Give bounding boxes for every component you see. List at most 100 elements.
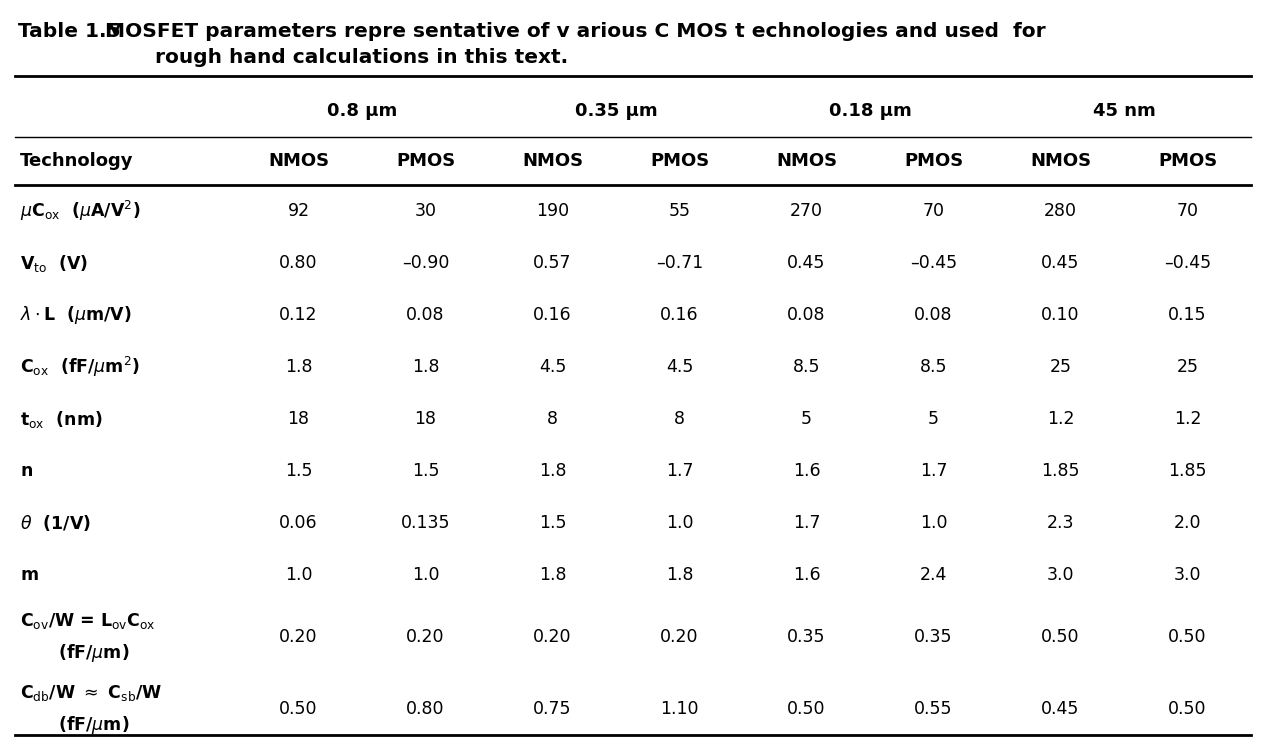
Text: C$_{\sf ov}$/W = L$_{\sf ov}$C$_{\sf ox}$: C$_{\sf ov}$/W = L$_{\sf ov}$C$_{\sf ox}… <box>20 611 156 631</box>
Text: $\mu$C$_{\sf ox}$  ($\mu$A/V$^2$): $\mu$C$_{\sf ox}$ ($\mu$A/V$^2$) <box>20 199 141 223</box>
Text: 0.35: 0.35 <box>787 628 825 646</box>
Text: 0.06: 0.06 <box>280 514 318 532</box>
Text: 0.45: 0.45 <box>1042 700 1080 718</box>
Text: 1.85: 1.85 <box>1169 462 1206 480</box>
Text: PMOS: PMOS <box>396 152 454 170</box>
Text: 18: 18 <box>414 410 437 428</box>
Text: 0.35: 0.35 <box>914 628 953 646</box>
Text: 0.15: 0.15 <box>1169 306 1206 324</box>
Text: 1.7: 1.7 <box>666 462 694 480</box>
Text: NMOS: NMOS <box>268 152 329 170</box>
Text: 0.135: 0.135 <box>401 514 451 532</box>
Text: 0.50: 0.50 <box>280 700 318 718</box>
Text: 0.50: 0.50 <box>1041 628 1080 646</box>
Text: n: n <box>20 462 33 480</box>
Text: 0.20: 0.20 <box>406 628 444 646</box>
Text: 0.57: 0.57 <box>533 254 572 272</box>
Text: 3.0: 3.0 <box>1047 566 1075 584</box>
Text: 1.0: 1.0 <box>411 566 439 584</box>
Text: 270: 270 <box>790 202 823 220</box>
Text: 0.16: 0.16 <box>660 306 699 324</box>
Text: 55: 55 <box>668 202 690 220</box>
Text: 280: 280 <box>1044 202 1077 220</box>
Text: Technology: Technology <box>20 152 133 170</box>
Text: 0.18 μm: 0.18 μm <box>829 102 912 120</box>
Text: $\lambda\cdot$L  ($\mu$m/V): $\lambda\cdot$L ($\mu$m/V) <box>20 304 132 326</box>
Text: (fF/$\mu$m): (fF/$\mu$m) <box>41 642 129 664</box>
Text: 4.5: 4.5 <box>666 358 694 376</box>
Text: 0.16: 0.16 <box>533 306 572 324</box>
Text: Table 1.5: Table 1.5 <box>18 22 120 41</box>
Text: 0.75: 0.75 <box>533 700 572 718</box>
Text: 8.5: 8.5 <box>920 358 947 376</box>
Text: 5: 5 <box>928 410 939 428</box>
Text: 70: 70 <box>923 202 944 220</box>
Text: 0.45: 0.45 <box>1042 254 1080 272</box>
Text: 1.6: 1.6 <box>793 566 820 584</box>
Text: 0.80: 0.80 <box>280 254 318 272</box>
Text: 0.80: 0.80 <box>406 700 444 718</box>
Text: 8: 8 <box>547 410 558 428</box>
Text: m: m <box>20 566 38 584</box>
Text: 1.2: 1.2 <box>1047 410 1075 428</box>
Text: 1.0: 1.0 <box>285 566 313 584</box>
Text: PMOS: PMOS <box>1158 152 1217 170</box>
Text: rough hand calculations in this text.: rough hand calculations in this text. <box>154 48 568 67</box>
Text: PMOS: PMOS <box>904 152 963 170</box>
Text: 1.10: 1.10 <box>661 700 699 718</box>
Text: NMOS: NMOS <box>776 152 837 170</box>
Text: –0.90: –0.90 <box>401 254 449 272</box>
Text: 190: 190 <box>536 202 568 220</box>
Text: 2.3: 2.3 <box>1047 514 1075 532</box>
Text: $\theta$  (1/V): $\theta$ (1/V) <box>20 513 91 533</box>
Text: 0.20: 0.20 <box>533 628 572 646</box>
Text: V$_{\sf to}$  (V): V$_{\sf to}$ (V) <box>20 253 89 273</box>
Text: 1.5: 1.5 <box>285 462 313 480</box>
Text: C$_{\sf ox}$  (fF/$\mu$m$^2$): C$_{\sf ox}$ (fF/$\mu$m$^2$) <box>20 355 139 379</box>
Text: PMOS: PMOS <box>649 152 709 170</box>
Text: 30: 30 <box>414 202 437 220</box>
Text: 1.2: 1.2 <box>1174 410 1201 428</box>
Text: 1.5: 1.5 <box>539 514 566 532</box>
Text: 1.7: 1.7 <box>793 514 820 532</box>
Text: 0.50: 0.50 <box>1169 628 1206 646</box>
Text: –0.45: –0.45 <box>1163 254 1212 272</box>
Text: –0.45: –0.45 <box>910 254 957 272</box>
Text: 1.5: 1.5 <box>411 462 439 480</box>
Text: 0.45: 0.45 <box>787 254 825 272</box>
Text: 1.85: 1.85 <box>1041 462 1080 480</box>
Text: 1.8: 1.8 <box>411 358 439 376</box>
Text: 4.5: 4.5 <box>539 358 566 376</box>
Text: 3.0: 3.0 <box>1174 566 1201 584</box>
Text: 0.50: 0.50 <box>1169 700 1206 718</box>
Text: (fF/$\mu$m): (fF/$\mu$m) <box>41 714 129 736</box>
Text: 18: 18 <box>287 410 309 428</box>
Text: NMOS: NMOS <box>1031 152 1091 170</box>
Text: 70: 70 <box>1176 202 1199 220</box>
Text: 0.50: 0.50 <box>787 700 825 718</box>
Text: 1.8: 1.8 <box>666 566 694 584</box>
Text: 25: 25 <box>1176 358 1199 376</box>
Text: C$_{\sf db}$/W $\approx$ C$_{\sf sb}$/W: C$_{\sf db}$/W $\approx$ C$_{\sf sb}$/W <box>20 683 162 703</box>
Text: 8: 8 <box>674 410 685 428</box>
Text: 0.20: 0.20 <box>661 628 699 646</box>
Text: 0.12: 0.12 <box>280 306 318 324</box>
Text: 0.8 μm: 0.8 μm <box>327 102 398 120</box>
Text: 1.0: 1.0 <box>920 514 947 532</box>
Text: 92: 92 <box>287 202 310 220</box>
Text: 0.08: 0.08 <box>406 306 444 324</box>
Text: 25: 25 <box>1050 358 1071 376</box>
Text: MOSFET parameters repre sentative of v arious C MOS t echnologies and used  for: MOSFET parameters repre sentative of v a… <box>105 22 1046 41</box>
Text: 0.10: 0.10 <box>1041 306 1080 324</box>
Text: 45 nm: 45 nm <box>1093 102 1156 120</box>
Text: 0.55: 0.55 <box>914 700 953 718</box>
Text: 0.35 μm: 0.35 μm <box>575 102 657 120</box>
Text: 2.4: 2.4 <box>920 566 947 584</box>
Text: 2.0: 2.0 <box>1174 514 1201 532</box>
Text: t$_{\sf ox}$  (nm): t$_{\sf ox}$ (nm) <box>20 408 103 430</box>
Text: 1.8: 1.8 <box>539 566 566 584</box>
Text: 0.08: 0.08 <box>787 306 825 324</box>
Text: 8.5: 8.5 <box>793 358 820 376</box>
Text: 1.7: 1.7 <box>920 462 947 480</box>
Text: 0.08: 0.08 <box>914 306 953 324</box>
